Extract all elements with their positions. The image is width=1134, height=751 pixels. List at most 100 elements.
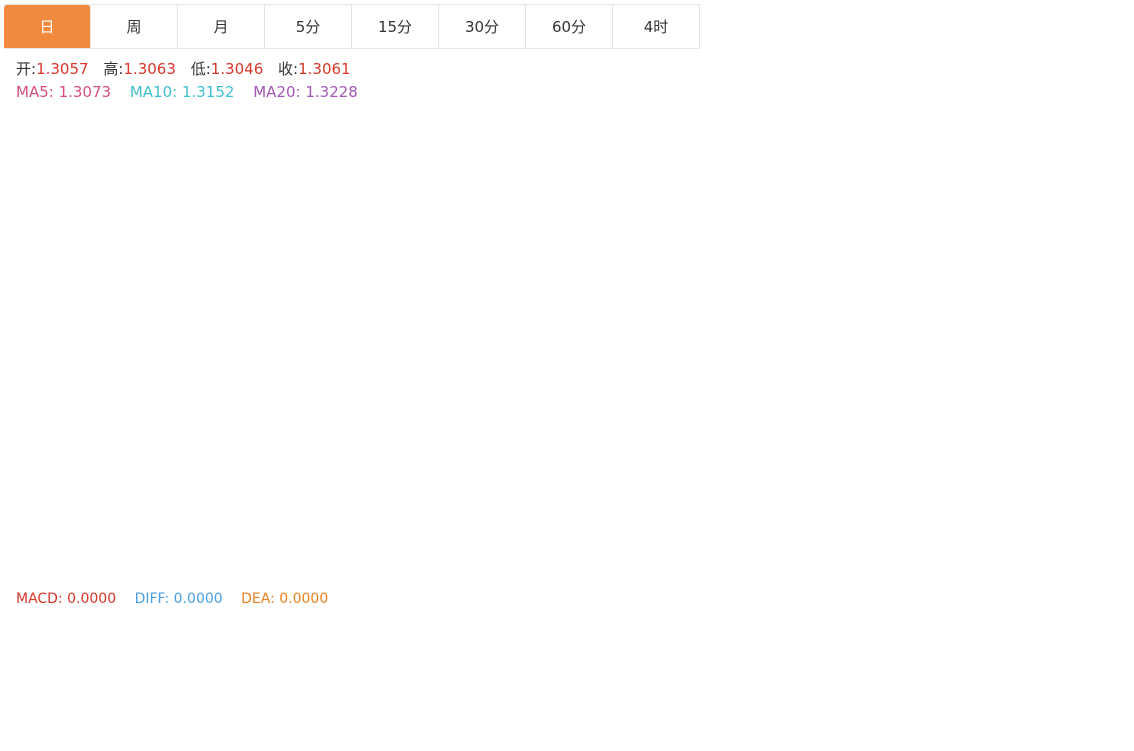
ma5-legend: MA5: 1.3073 — [16, 83, 112, 101]
macd-bar — [812, 622, 824, 665]
tab-5[interactable]: 30分 — [439, 5, 526, 48]
macd-bar — [317, 664, 329, 707]
ma10-legend: MA10: 1.3152 — [129, 83, 235, 101]
candle-body — [812, 117, 824, 121]
ma10-line — [7, 163, 984, 519]
candle-body — [242, 511, 254, 513]
candle — [782, 117, 794, 120]
macd-bar — [32, 628, 44, 665]
candle — [587, 259, 599, 263]
price-tick-label: 1.2875 — [1048, 443, 1094, 458]
candle — [152, 448, 164, 466]
candle-body — [632, 323, 644, 330]
candle-body — [137, 430, 149, 465]
candle-body — [77, 412, 89, 428]
candle — [542, 282, 554, 286]
candle — [497, 252, 509, 255]
candle-body — [32, 387, 44, 395]
macd-legend: MACD: 0.0000 DIFF: 0.0000 DEA: 0.0000 — [16, 590, 338, 608]
candle — [77, 402, 89, 433]
candle — [752, 161, 764, 206]
candle-body — [257, 563, 269, 565]
candle — [512, 267, 524, 272]
candle-body — [122, 429, 134, 431]
dea-line — [7, 624, 983, 721]
candle — [362, 460, 374, 465]
candle — [167, 456, 179, 460]
candle — [827, 108, 839, 150]
candle — [617, 324, 629, 329]
candle — [122, 410, 134, 447]
candle-body — [557, 303, 569, 307]
candle — [92, 407, 104, 431]
macd-bar — [347, 664, 359, 705]
candle-body — [302, 521, 314, 530]
macd-bar — [962, 663, 974, 665]
candle — [482, 210, 494, 215]
macd-bar — [662, 664, 674, 695]
candle-body — [497, 252, 509, 255]
candle-body — [587, 261, 599, 263]
candle-body — [932, 308, 944, 318]
dea-legend-value: DEA: 0.0000 — [241, 591, 329, 607]
candle — [62, 365, 74, 410]
candle — [947, 328, 959, 331]
candle — [32, 383, 44, 410]
tab-7[interactable]: 4时 — [613, 5, 700, 48]
macd-bar — [887, 655, 899, 665]
tab-6[interactable]: 60分 — [526, 5, 613, 48]
candle-body — [422, 315, 434, 318]
candle-body — [287, 529, 299, 531]
low-label: 低: — [190, 60, 211, 78]
candle-body — [197, 461, 209, 465]
candle-body — [407, 352, 419, 354]
macd-bar — [977, 664, 989, 665]
candle — [527, 248, 539, 304]
candle — [437, 314, 449, 319]
candle-body — [332, 459, 344, 461]
tab-3[interactable]: 5分 — [265, 5, 352, 48]
candle-body — [512, 269, 524, 271]
candle — [212, 531, 224, 537]
candle-body — [362, 462, 374, 464]
candle-body — [617, 326, 629, 328]
candle — [377, 404, 389, 464]
candle — [272, 561, 284, 567]
macd-bar — [62, 631, 74, 665]
macd-bar — [932, 660, 944, 665]
tab-0[interactable]: 日 — [4, 5, 91, 48]
candle — [977, 332, 989, 344]
close-value: 1.3061 — [298, 60, 351, 78]
macd-bar — [452, 655, 464, 665]
candle — [662, 295, 674, 299]
candle-body — [527, 269, 539, 294]
price-tick-label: 1.2677 — [1048, 566, 1094, 581]
macd-bar — [47, 627, 59, 665]
candle-body — [827, 121, 839, 143]
candle — [647, 343, 659, 348]
candle — [572, 280, 584, 284]
macd-bar — [632, 664, 644, 703]
macd-bar — [707, 664, 719, 680]
candle-body — [677, 296, 689, 298]
close-label: 收: — [278, 60, 299, 78]
tab-2[interactable]: 月 — [178, 5, 265, 48]
macd-bar — [692, 664, 704, 684]
high-value: 1.3063 — [123, 60, 176, 78]
macd-bar — [107, 633, 119, 665]
candle-body — [722, 243, 734, 252]
macd-bar — [377, 664, 389, 691]
tab-1[interactable]: 周 — [91, 5, 178, 48]
macd-bar — [257, 664, 269, 702]
ohlc-legend: 开:1.3057 高:1.3063 低:1.3046 收:1.3061 — [16, 60, 361, 78]
tab-4[interactable]: 15分 — [352, 5, 439, 48]
candle — [842, 140, 854, 151]
candle-body — [542, 283, 554, 285]
candle — [887, 296, 899, 299]
diff-legend-value: DIFF: 0.0000 — [134, 591, 223, 607]
current-price-label: 1.3061 — [1048, 328, 1097, 344]
candle-body — [167, 457, 179, 459]
macd-bar — [527, 664, 539, 675]
candle-body — [707, 273, 719, 275]
